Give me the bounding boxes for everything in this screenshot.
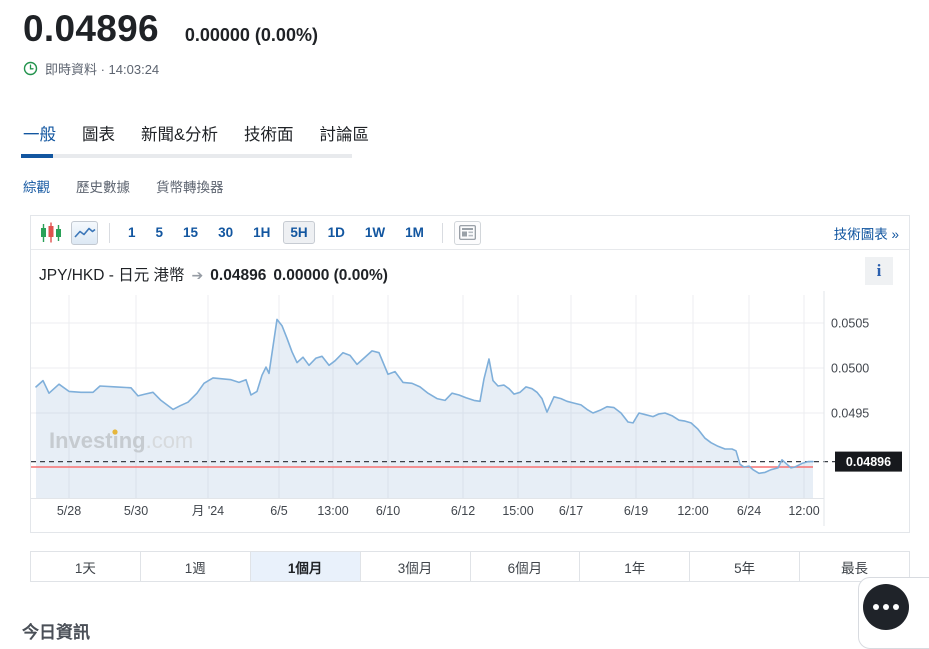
ellipsis-dot [873, 604, 879, 610]
chart-last-price: 0.04896 [210, 267, 267, 284]
tab-general[interactable]: 一般 [23, 126, 56, 144]
timeframe-1w[interactable]: 1W [364, 225, 386, 240]
svg-text:15:00: 15:00 [502, 504, 533, 518]
range-1d[interactable]: 1天 [31, 552, 141, 581]
price-header: 0.04896 0.00000 (0.00%) [23, 8, 318, 50]
range-selector: 1天 1週 1個月 3個月 6個月 1年 5年 最長 [30, 551, 910, 582]
svg-text:6/12: 6/12 [451, 504, 475, 518]
info-button[interactable]: i [865, 257, 893, 285]
info-icon: i [876, 261, 882, 280]
tab-comments[interactable]: 討論區 [319, 126, 370, 144]
tab-underline-track [21, 154, 352, 158]
candlestick-icon [40, 222, 61, 242]
ellipsis-dot [893, 604, 899, 610]
tab-news-analysis[interactable]: 新聞&分析 [141, 126, 219, 144]
svg-text:12:00: 12:00 [677, 504, 708, 518]
timeframe-1m[interactable]: 1M [405, 225, 424, 240]
timeframe-30[interactable]: 30 [218, 225, 234, 240]
last-price: 0.04896 [23, 8, 159, 49]
tab-underline-active [21, 154, 53, 158]
svg-text:0.0500: 0.0500 [831, 362, 869, 376]
svg-text:5/28: 5/28 [57, 504, 81, 518]
tab-chart[interactable]: 圖表 [82, 126, 115, 144]
symbol-title: JPY/HKD - 日元 港幣 [39, 267, 185, 284]
subnav-currency-converter[interactable]: 貨幣轉換器 [156, 180, 224, 195]
tab-technical[interactable]: 技術面 [244, 126, 294, 144]
chat-more-button[interactable] [863, 584, 909, 630]
price-chart-svg[interactable]: Investing.com 0.0505 0.0500 0.0495 5/28 5/30 月… [31, 291, 909, 533]
range-max[interactable]: 最長 [841, 560, 869, 576]
subnav-overview[interactable]: 綜觀 [23, 180, 50, 195]
ellipsis-dot [883, 604, 889, 610]
clock-icon [23, 61, 38, 76]
range-1m[interactable]: 1個月 [250, 552, 361, 581]
range-3m[interactable]: 3個月 [361, 552, 471, 581]
chart-price-change: 0.00000 (0.00%) [273, 267, 388, 284]
timeframe-15[interactable]: 15 [183, 225, 199, 240]
svg-text:6/19: 6/19 [624, 504, 648, 518]
quote-page: 0.04896 0.00000 (0.00%) 即時資料 · 14:03:24 … [21, 8, 929, 649]
range-5y[interactable]: 5年 [690, 552, 801, 581]
price-change: 0.00000 (0.00%) [184, 25, 318, 45]
range-1y[interactable]: 1年 [580, 552, 691, 581]
timeframe-1h[interactable]: 1H [253, 225, 271, 240]
arrow-right-icon: ➔ [191, 267, 204, 283]
main-tabs: 一般 圖表 新聞&分析 技術面 討論區 [23, 121, 369, 145]
subnav-historical-data[interactable]: 歷史數據 [76, 180, 130, 195]
svg-text:Investing.com: Investing.com [49, 428, 193, 453]
line-chart-icon [73, 227, 95, 238]
realtime-status: 即時資料 · 14:03:24 [23, 59, 159, 78]
timeframe-1[interactable]: 1 [128, 225, 136, 240]
svg-text:0.04896: 0.04896 [846, 455, 891, 469]
newspaper-icon [459, 225, 476, 240]
range-1w[interactable]: 1週 [141, 552, 251, 581]
svg-text:5/30: 5/30 [124, 504, 148, 518]
toolbar-separator [109, 222, 110, 243]
chart-widget: 1 5 15 30 1H 5H 1D 1W 1M 技術圖表 » JPY/HKD - 日元 港幣 … [30, 215, 910, 533]
timeframe-5[interactable]: 5 [155, 225, 164, 240]
svg-text:12:00: 12:00 [788, 504, 819, 518]
toolbar-separator-2 [441, 222, 443, 243]
realtime-status-text: 即時資料 · 14:03:24 [45, 62, 160, 77]
svg-text:月 '24: 月 '24 [192, 504, 224, 518]
news-view-button[interactable] [453, 220, 481, 245]
chart-toolbar: 1 5 15 30 1H 5H 1D 1W 1M 技術圖表 » [31, 216, 909, 250]
technical-chart-link[interactable]: 技術圖表 » [833, 226, 899, 242]
svg-text:6/10: 6/10 [376, 504, 400, 518]
svg-text:13:00: 13:00 [317, 504, 348, 518]
sub-nav: 綜觀 歷史數據 貨幣轉換器 [23, 176, 224, 196]
line-chart-button[interactable] [71, 220, 98, 245]
svg-text:0.0505: 0.0505 [831, 317, 869, 331]
next-section-heading: 今日資訊 [22, 623, 90, 642]
svg-text:6/5: 6/5 [270, 504, 287, 518]
range-6m[interactable]: 6個月 [471, 552, 581, 581]
svg-text:0.0495: 0.0495 [831, 407, 869, 421]
svg-text:6/17: 6/17 [559, 504, 583, 518]
candlestick-chart-button[interactable] [37, 221, 64, 245]
chart-title-row: JPY/HKD - 日元 港幣 ➔ 0.04896 0.00000 (0.00%… [39, 263, 388, 285]
svg-text:6/24: 6/24 [737, 504, 761, 518]
timeframe-5h[interactable]: 5H [283, 221, 315, 244]
timeframe-group: 1 5 15 30 1H 5H 1D 1W 1M [121, 221, 431, 244]
timeframe-1d[interactable]: 1D [327, 225, 345, 240]
